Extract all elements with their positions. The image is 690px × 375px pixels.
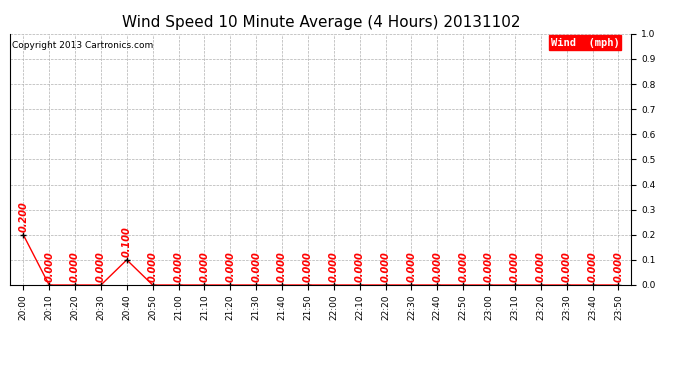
Text: 0.000: 0.000 xyxy=(458,251,468,282)
Text: Copyright 2013 Cartronics.com: Copyright 2013 Cartronics.com xyxy=(12,41,153,50)
Text: 0.000: 0.000 xyxy=(329,251,339,282)
Text: 0.000: 0.000 xyxy=(406,251,416,282)
Text: 0.000: 0.000 xyxy=(510,251,520,282)
Text: 0.000: 0.000 xyxy=(277,251,287,282)
Text: 0.000: 0.000 xyxy=(199,251,209,282)
Text: 0.000: 0.000 xyxy=(70,251,80,282)
Text: 0.000: 0.000 xyxy=(303,251,313,282)
Text: 0.000: 0.000 xyxy=(484,251,494,282)
Text: 0.000: 0.000 xyxy=(148,251,157,282)
Text: 0.000: 0.000 xyxy=(536,251,546,282)
Text: 0.000: 0.000 xyxy=(251,251,261,282)
Text: 0.000: 0.000 xyxy=(174,251,184,282)
Text: 0.000: 0.000 xyxy=(613,251,623,282)
Title: Wind Speed 10 Minute Average (4 Hours) 20131102: Wind Speed 10 Minute Average (4 Hours) 2… xyxy=(121,15,520,30)
Text: 0.000: 0.000 xyxy=(588,251,598,282)
Text: 0.000: 0.000 xyxy=(44,251,54,282)
Text: 0.000: 0.000 xyxy=(433,251,442,282)
Text: Wind  (mph): Wind (mph) xyxy=(551,38,620,48)
Text: 0.000: 0.000 xyxy=(562,251,571,282)
Text: 0.100: 0.100 xyxy=(122,226,132,257)
Text: 0.000: 0.000 xyxy=(96,251,106,282)
Text: 0.000: 0.000 xyxy=(226,251,235,282)
Text: 0.000: 0.000 xyxy=(381,251,391,282)
Text: 0.200: 0.200 xyxy=(19,201,28,232)
Text: 0.000: 0.000 xyxy=(355,251,364,282)
